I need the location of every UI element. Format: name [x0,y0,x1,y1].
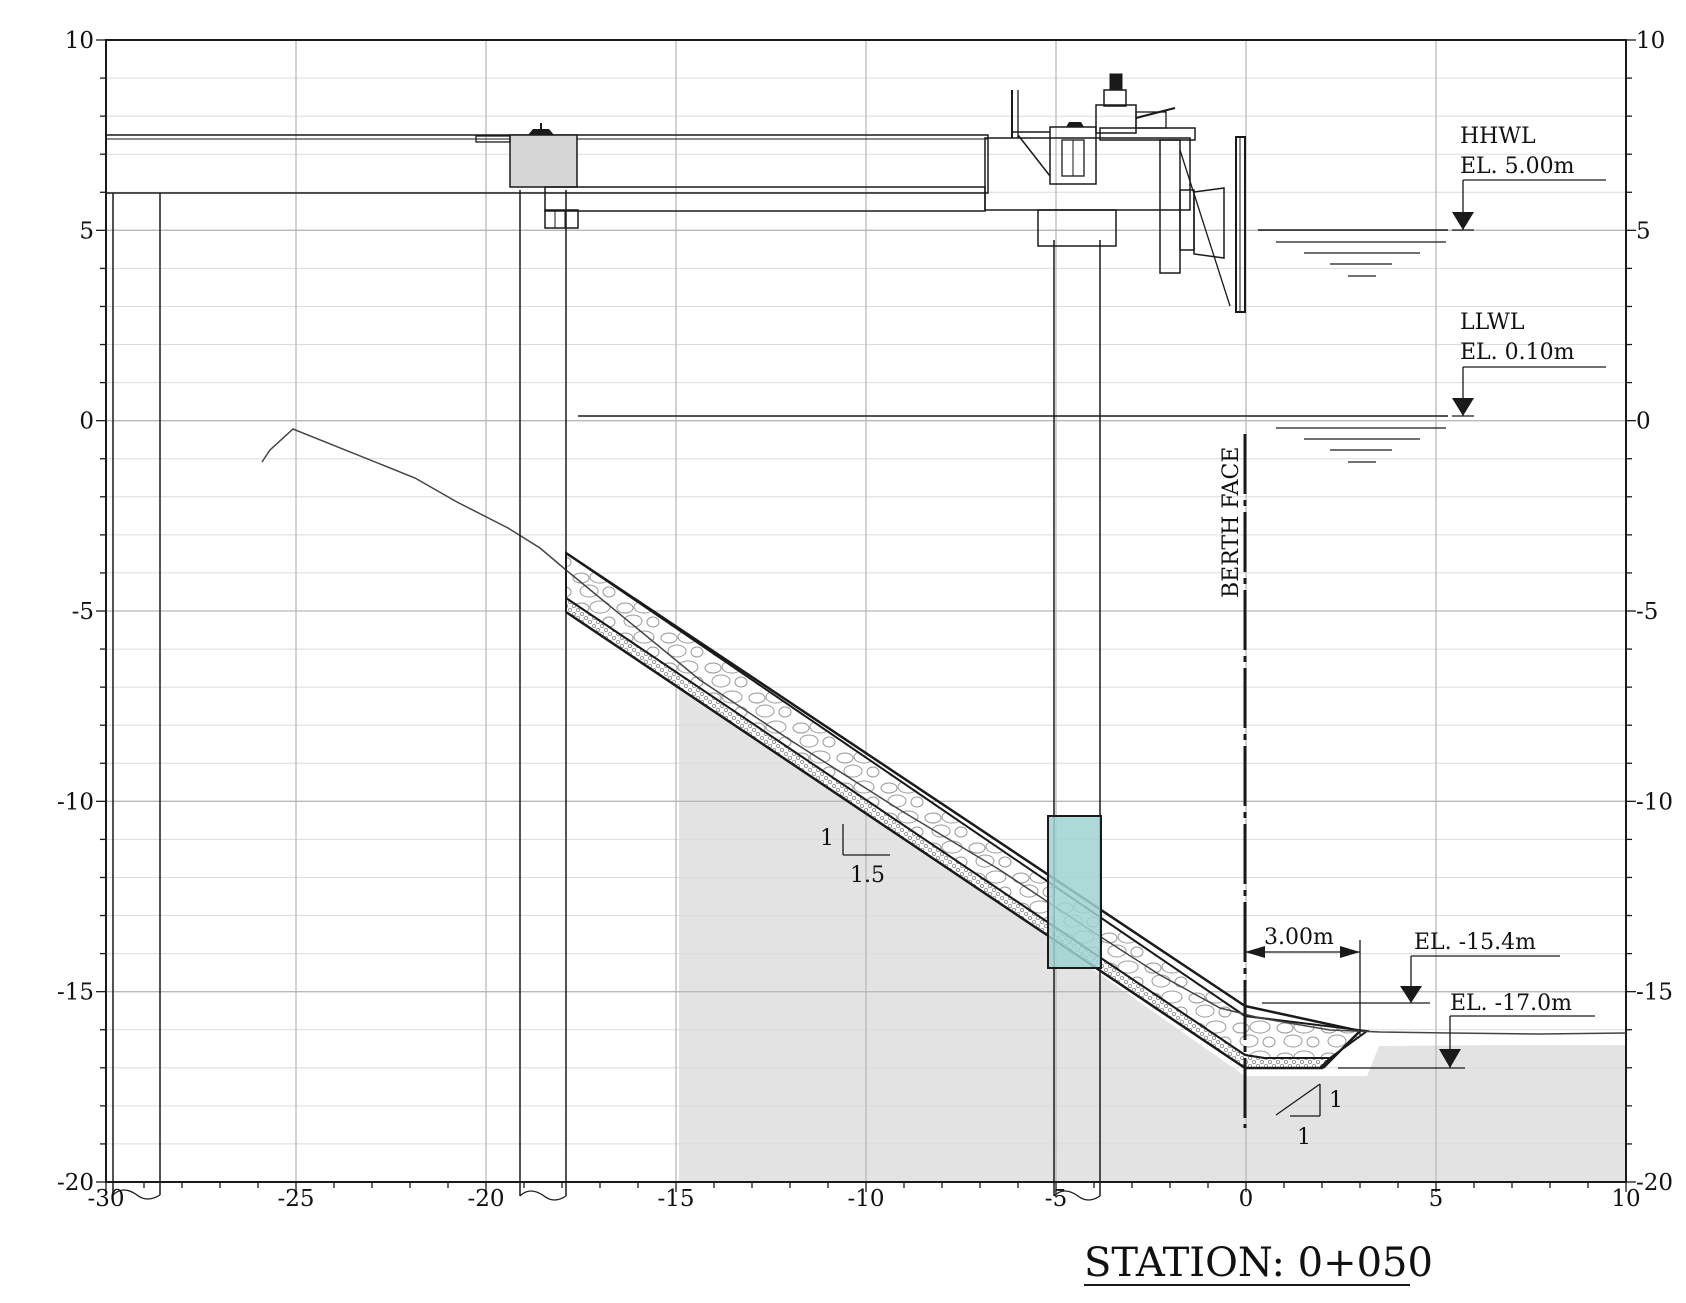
y-axis-labels-right: 10 5 0 -5 -10 -15 -20 [1636,28,1673,1196]
y-tick-label-left: -10 [57,789,94,815]
y-tick-label-left: 0 [79,409,94,435]
toe-width-label: 3.00m [1264,925,1334,950]
slope-rise-label: 1 [820,826,834,851]
y-tick-label-right: 10 [1636,28,1665,54]
hhwl-elevation: EL. 5.00m [1460,154,1575,179]
revetment-top-line [565,551,1246,1008]
y-tick-label-right: -20 [1636,1170,1673,1196]
piles [112,190,1101,1201]
slope-run-label: 1.5 [850,863,885,888]
revetment-base-line [565,610,1246,1070]
x-tick-label: -20 [467,1186,504,1212]
y-tick-label-right: -10 [1636,789,1673,815]
axis-ticks [96,39,1636,1192]
y-tick-label-right: -15 [1636,980,1673,1006]
berth-face-label: BERTH FACE [1219,447,1244,598]
slope-indicator-main: 1 1.5 [820,824,890,888]
x-tick-label: -15 [657,1186,694,1212]
x-tick-label: -30 [87,1186,124,1212]
revetment-toe-top [1244,1004,1361,1033]
toe-slope-run-label: 1 [1297,1125,1311,1150]
hhwl-marker: HHWL EL. 5.00m [1452,124,1606,231]
water-levels [578,229,1448,463]
x-tick-label: -10 [847,1186,884,1212]
toe-bottom-elevation: EL. -17.0m [1450,991,1572,1016]
x-tick-label: -5 [1045,1186,1067,1212]
berth-face-line: BERTH FACE [1219,434,1247,1128]
x-axis-labels: -30 -25 -20 -15 -10 -5 0 5 10 [87,1186,1640,1212]
llwl-label: LLWL [1460,310,1525,335]
y-tick-label-left: -5 [72,599,94,625]
revetment-toe-end [1322,1030,1361,1069]
hhwl-label: HHWL [1460,124,1536,149]
seabed-soil [679,679,1626,1182]
y-tick-label-left: 5 [79,218,94,244]
y-tick-label-right: -5 [1636,599,1658,625]
toe-width-dimension: 3.00m [1245,925,1361,1035]
toe-top-elevation: EL. -15.4m [1414,930,1536,955]
toe-bottom-marker: EL. -17.0m [1338,991,1595,1069]
llwl-elevation: EL. 0.10m [1460,340,1575,365]
existing-ground-line [261,428,1627,1035]
slope-indicator-toe: 1 1 [1275,1083,1343,1150]
x-tick-label: 0 [1239,1186,1254,1212]
pile-cap [509,134,578,188]
x-tick-label: 5 [1429,1186,1444,1212]
y-tick-label-left: -20 [57,1170,94,1196]
station-title: STATION: 0+050 [1084,1240,1433,1286]
y-tick-label-left: -15 [57,980,94,1006]
llwl-marker: LLWL EL. 0.10m [1452,310,1606,417]
x-tick-label: 10 [1611,1186,1640,1212]
y-tick-label-right: 0 [1636,409,1651,435]
highlighted-pile-segment [1047,815,1102,969]
y-tick-label-right: 5 [1636,218,1651,244]
y-tick-label-left: 10 [65,28,94,54]
y-axis-labels-left: 10 5 0 -5 -10 -15 -20 [57,28,94,1196]
wharf-deck [105,73,1246,313]
toe-slope-rise-label: 1 [1329,1088,1343,1113]
x-tick-label: -25 [277,1186,314,1212]
toe-top-marker: EL. -15.4m [1262,930,1560,1004]
